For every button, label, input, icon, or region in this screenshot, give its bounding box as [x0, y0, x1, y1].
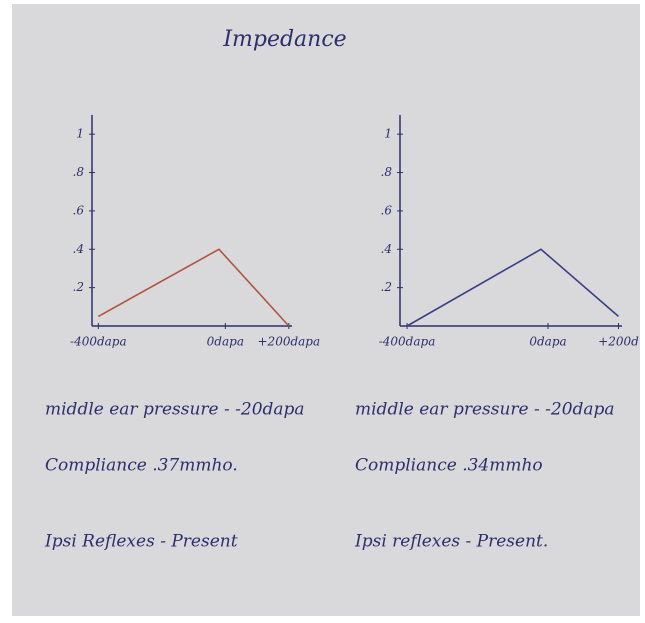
- y-tick-label: .8: [381, 165, 393, 179]
- page: Impedance .2 .4 .6 .8 1 -400dapa 0dapa +200dapa…: [0, 0, 645, 623]
- y-tick-label: .4: [73, 242, 84, 256]
- y-tick-label: .4: [381, 242, 392, 256]
- y-tick-label: .2: [73, 280, 84, 294]
- note: Ipsi Reflexes - Present: [44, 532, 238, 552]
- x-tick-label: +200d: [598, 335, 639, 349]
- x-tick-label: -400dapa: [379, 335, 436, 349]
- y-tick-label: .6: [73, 203, 85, 217]
- x-tick-label: -400dapa: [70, 335, 127, 349]
- y-tick-label: 1: [384, 127, 392, 141]
- note: middle ear pressure - -20dapa: [355, 400, 615, 420]
- y-tick-label: .8: [73, 165, 85, 179]
- x-tick-label: 0dapa: [529, 335, 566, 349]
- x-tick-label: 0dapa: [207, 335, 244, 349]
- paper: [12, 4, 640, 616]
- y-tick-label: .6: [381, 203, 393, 217]
- note: Ipsi reflexes - Present.: [354, 532, 548, 552]
- note: middle ear pressure - -20dapa: [45, 400, 305, 420]
- y-tick-label: 1: [76, 127, 84, 141]
- title: Impedance: [222, 27, 346, 52]
- note: Compliance .34mmho: [355, 456, 543, 476]
- note: Compliance .37mmho.: [45, 456, 238, 476]
- y-tick-label: .2: [381, 280, 392, 294]
- x-tick-label: +200dapa: [258, 335, 321, 349]
